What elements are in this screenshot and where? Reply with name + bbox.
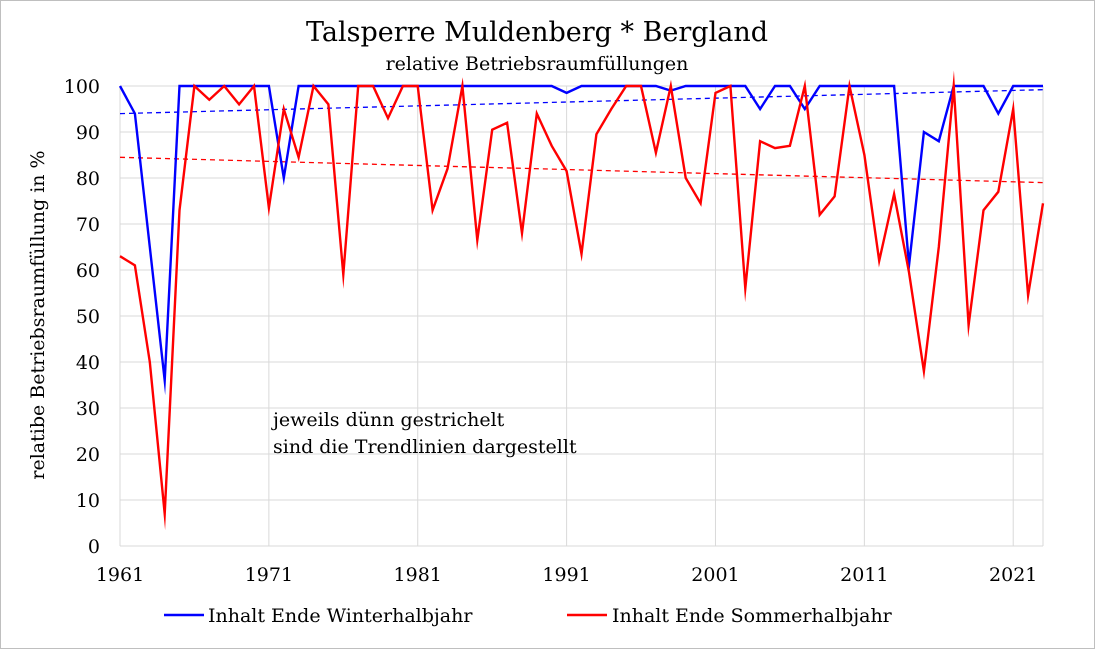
legend-label-summer: Inhalt Ende Sommerhalbjahr xyxy=(612,605,893,627)
x-tick-label: 1961 xyxy=(96,564,144,586)
trendline-summer xyxy=(119,156,1044,184)
y-tick-label: 70 xyxy=(76,214,100,236)
legend: Inhalt Ende Winterhalbjahr Inhalt Ende S… xyxy=(164,605,893,627)
series-line-summer xyxy=(119,70,1045,531)
y-tick-label: 20 xyxy=(76,444,100,466)
chart-subtitle: relative Betriebsraumfüllungen xyxy=(386,53,689,75)
annotation-line-1: jeweils dünn gestrichelt xyxy=(271,409,505,431)
series-line-winter xyxy=(118,84,1043,396)
y-tick-label: 10 xyxy=(76,490,100,512)
y-tick-label: 50 xyxy=(76,306,100,328)
series-lines xyxy=(118,70,1045,531)
y-tick-label: 40 xyxy=(76,352,100,374)
x-tick-labels: 1961 1971 1981 1991 2001 2011 2021 xyxy=(96,564,1038,586)
x-tick-label: 2021 xyxy=(989,564,1037,586)
y-tick-label: 0 xyxy=(88,536,100,558)
x-tick-label: 2011 xyxy=(840,564,888,586)
trendline-winter xyxy=(119,89,1044,115)
x-tick-label: 1991 xyxy=(542,564,590,586)
grid xyxy=(119,85,1044,547)
y-tick-label: 80 xyxy=(76,168,100,190)
y-tick-label: 30 xyxy=(76,398,100,420)
x-tick-label: 2001 xyxy=(691,564,739,586)
y-tick-label: 90 xyxy=(76,122,100,144)
y-axis-label: relatibe Betriebsraumfüllung in % xyxy=(27,150,49,479)
trendlines xyxy=(119,89,1044,184)
legend-label-winter: Inhalt Ende Winterhalbjahr xyxy=(208,605,473,627)
annotation-line-2: sind die Trendlinien dargestellt xyxy=(273,436,577,458)
chart-title: Talsperre Muldenberg * Bergland xyxy=(306,17,768,48)
y-tick-labels: 0 10 20 30 40 50 60 70 80 90 100 xyxy=(64,76,100,558)
y-tick-label: 100 xyxy=(64,76,100,98)
x-tick-label: 1981 xyxy=(394,564,442,586)
x-tick-label: 1971 xyxy=(245,564,293,586)
y-tick-label: 60 xyxy=(76,260,100,282)
